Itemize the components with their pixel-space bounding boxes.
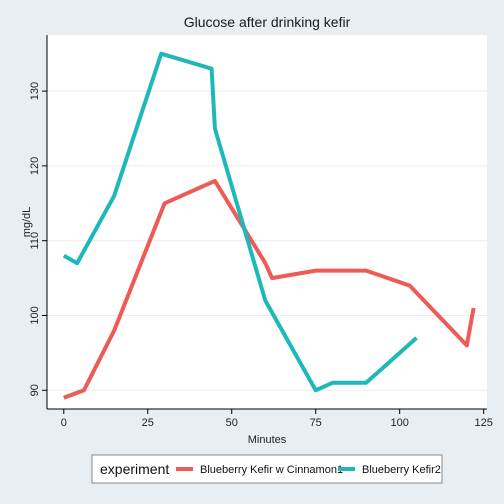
legend: experiment Blueberry Kefir w Cinnamon1 Bl… <box>91 454 443 484</box>
y-tick-label: 130 <box>29 82 41 100</box>
tick-marks <box>42 90 485 414</box>
y-tick-label: 90 <box>29 384 41 396</box>
plot-panel <box>47 35 487 409</box>
x-tick-labels: 0 25 50 75 100 125 <box>61 417 493 429</box>
chart-title: Glucose after drinking kefir <box>184 14 351 30</box>
legend-title: experiment <box>100 461 169 477</box>
legend-label-1: Blueberry Kefir w Cinnamon1 <box>200 464 343 476</box>
series-line-1 <box>63 178 476 400</box>
y-tick-label: 110 <box>29 232 41 250</box>
legend-items: Blueberry Kefir w Cinnamon1 Blueberry Kef… <box>176 464 441 476</box>
series-line-2 <box>62 51 418 393</box>
y-tick-labels: 90 100 110 120 130 <box>29 82 41 397</box>
x-axis-title: Minutes <box>248 434 287 446</box>
x-tick-label: 0 <box>61 417 67 429</box>
y-tick-label: 120 <box>29 157 41 175</box>
legend-box <box>91 454 443 484</box>
legend-label-2: Blueberry Kefir2 <box>362 464 441 476</box>
series-lines <box>62 51 476 400</box>
x-tick-label: 75 <box>310 417 322 429</box>
y-tick-label: 100 <box>29 306 41 324</box>
x-tick-label: 100 <box>390 417 408 429</box>
axes <box>46 35 487 410</box>
x-tick-label: 25 <box>142 417 154 429</box>
y-axis-title: mg/dL <box>21 207 33 238</box>
x-tick-label: 50 <box>226 417 238 429</box>
x-tick-label: 125 <box>474 417 492 429</box>
